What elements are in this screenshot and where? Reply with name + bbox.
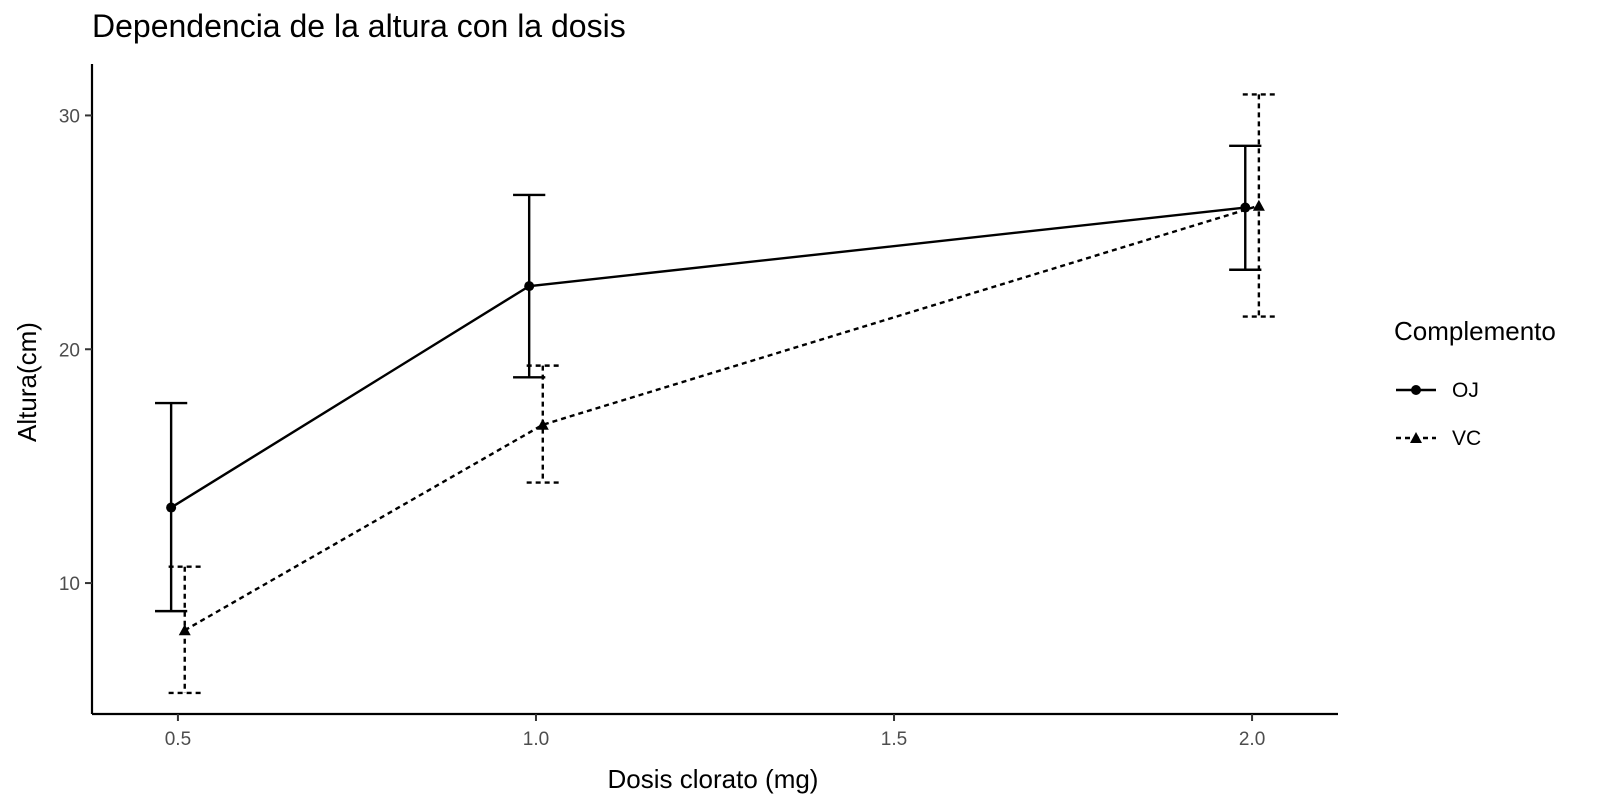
chart-title: Dependencia de la altura con la dosis [92, 8, 626, 44]
legend-label-oj: OJ [1452, 379, 1479, 402]
data-point [524, 281, 535, 292]
legend-item-vc: VC [1394, 415, 1556, 463]
legend: Complemento OJ VC [1394, 316, 1556, 463]
y-tick-label: 30 [59, 106, 80, 127]
x-axis-label: Dosis clorato (mg) [608, 764, 819, 794]
data-point [536, 418, 549, 430]
data-point [178, 624, 191, 636]
y-axis-label: Altura(cm) [12, 322, 42, 442]
x-tick-label: 2.0 [1239, 729, 1265, 750]
axes: 0.5 1.0 1.5 2.0 10 20 30 [59, 64, 1338, 750]
x-tick-label: 1.0 [523, 729, 549, 750]
legend-label-vc: VC [1452, 427, 1482, 450]
plot-area [155, 93, 1275, 695]
legend-title: Complemento [1394, 316, 1556, 346]
legend-key-vc [1396, 432, 1436, 443]
y-tick-label: 10 [59, 574, 80, 595]
legend-key-oj [1396, 385, 1436, 395]
series-vc [168, 93, 1275, 695]
data-point [1252, 199, 1265, 211]
data-point [166, 502, 177, 513]
y-tick-label: 20 [59, 340, 80, 361]
legend-item-oj: OJ [1394, 367, 1556, 415]
series-oj [155, 144, 1262, 613]
x-tick-label: 1.5 [881, 729, 907, 750]
series-line [184, 204, 1260, 632]
x-tick-label: 0.5 [165, 729, 191, 750]
series-line [170, 206, 1246, 509]
